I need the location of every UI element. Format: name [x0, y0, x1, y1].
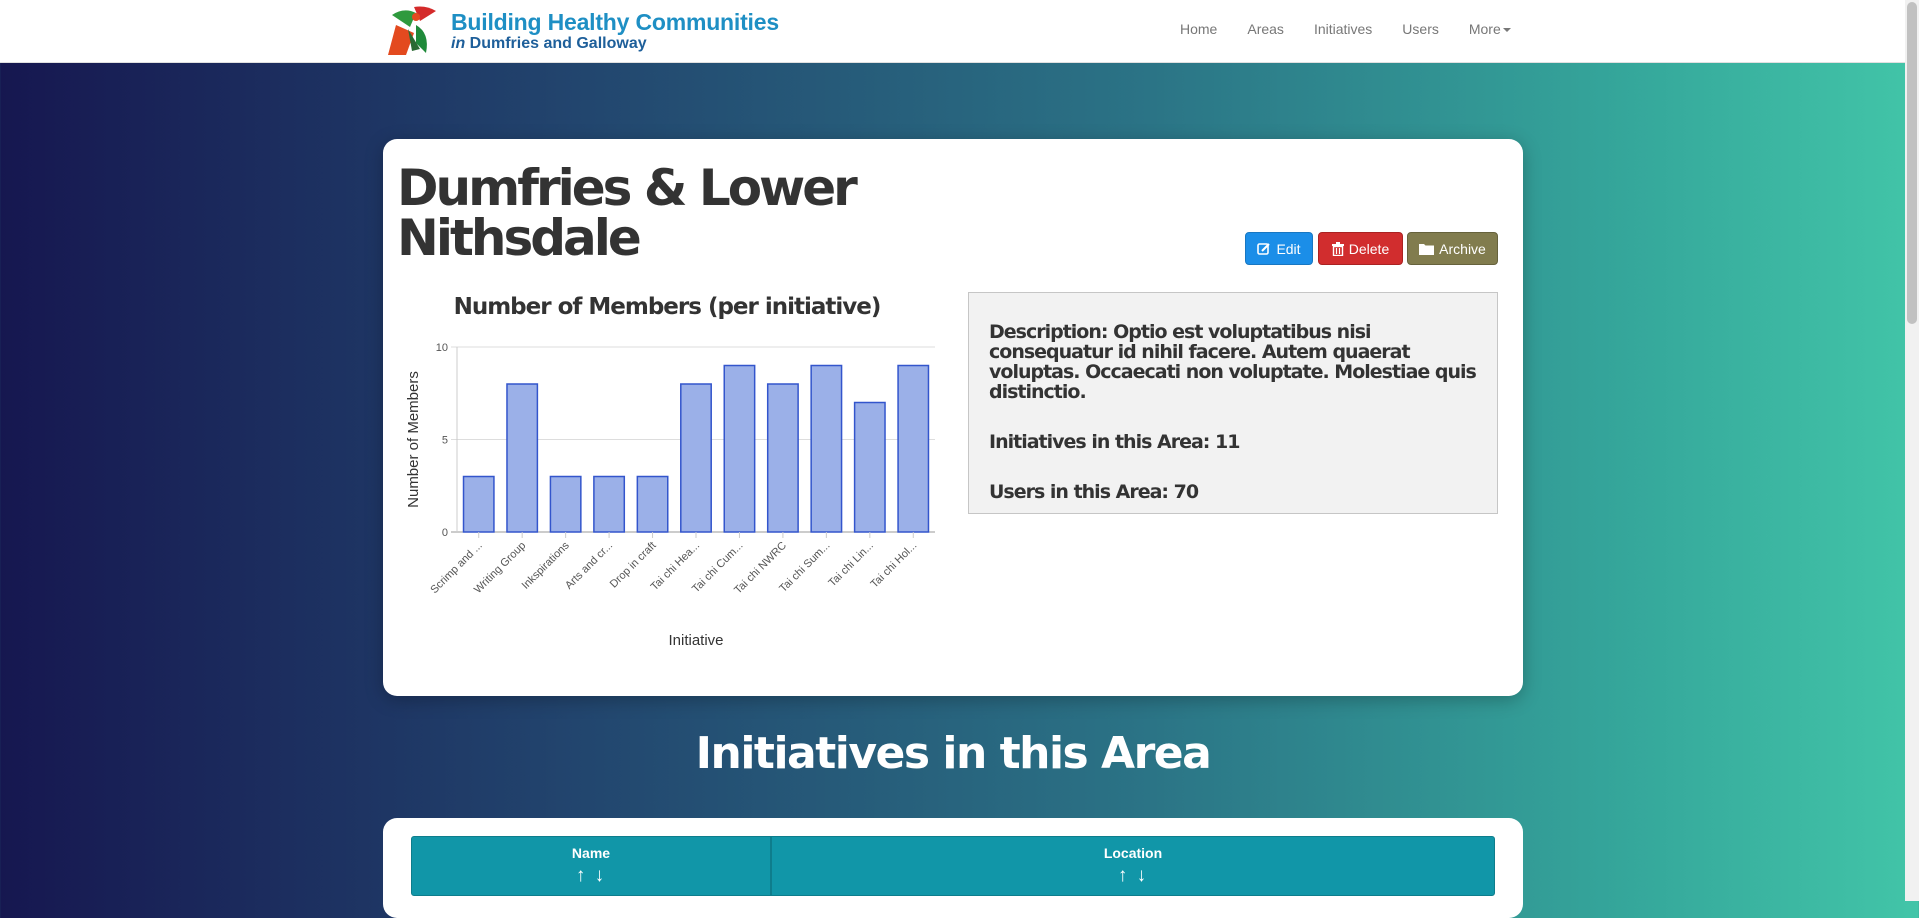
sort-ascending-icon[interactable]: ↑ — [575, 865, 588, 886]
column-header-location-label: Location — [1103, 845, 1163, 861]
archive-button-label: Archive — [1439, 240, 1486, 257]
users-count: Users in this Area: 70 — [989, 482, 1477, 502]
logo-icon[interactable] — [386, 3, 440, 59]
archive-button[interactable]: Archive — [1407, 232, 1498, 265]
nav-users[interactable]: Users — [1402, 21, 1439, 37]
brand-subtitle-prefix: in — [451, 35, 466, 52]
chart-bar — [810, 364, 843, 533]
edit-icon — [1257, 242, 1271, 255]
caret-down-icon — [1502, 28, 1511, 33]
x-tick-label: Tai chi Hol... — [869, 540, 920, 591]
navbar: Building Healthy Communities in Dumfries… — [0, 0, 1905, 63]
nav-initiatives[interactable]: Initiatives — [1313, 21, 1373, 37]
y-tick-label: 0 — [442, 527, 448, 539]
column-header-location[interactable]: Location ↑ ↓ — [771, 836, 1495, 896]
chart-bar — [636, 475, 669, 533]
area-description: Description: Optio est voluptatibus nisi… — [989, 322, 1477, 402]
initiatives-count-label: Initiatives in this Area: — [989, 431, 1210, 453]
initiatives-section-heading: Initiatives in this Area — [695, 728, 1212, 779]
chart-title: Number of Members (per initiative) — [454, 294, 881, 320]
nav-more-label: More — [1468, 21, 1501, 37]
y-axis-label: Number of Members — [405, 371, 422, 508]
x-axis-label: Initiative — [668, 632, 723, 649]
chart-bar — [766, 383, 799, 533]
edit-button-label: Edit — [1276, 240, 1301, 257]
chart-bar — [462, 475, 495, 533]
sort-ascending-icon[interactable]: ↑ — [1117, 865, 1130, 886]
column-header-name[interactable]: Name ↑ ↓ — [411, 836, 771, 896]
page-title: Dumfries & Lower Nithsdale — [397, 159, 858, 267]
sort-controls-name: ↑ ↓ — [412, 865, 770, 887]
chart-bar — [897, 364, 930, 533]
edit-button[interactable]: Edit — [1245, 232, 1313, 265]
chart-bar — [593, 475, 626, 533]
nav-links: Home Areas Initiatives Users More — [1180, 21, 1541, 37]
description-label: Description: — [989, 321, 1108, 343]
y-tick-label: 5 — [442, 435, 448, 447]
delete-button[interactable]: Delete — [1318, 232, 1403, 265]
brand-subtitle[interactable]: in Dumfries and Galloway — [451, 35, 647, 53]
nav-more-dropdown[interactable]: More — [1469, 21, 1511, 37]
area-detail-card: Dumfries & Lower Nithsdale Edit Delete A… — [383, 139, 1523, 696]
y-tick-label: 10 — [436, 342, 448, 354]
chart-bar — [853, 401, 886, 533]
sort-descending-icon[interactable]: ↓ — [1136, 865, 1149, 886]
sort-controls-location: ↑ ↓ — [772, 865, 1494, 887]
trash-icon — [1331, 241, 1344, 256]
chart-bar — [680, 383, 712, 533]
sort-descending-icon[interactable]: ↓ — [594, 865, 607, 886]
initiatives-table: Name ↑ ↓ Location ↑ ↓ — [383, 818, 1523, 918]
chart-bar — [723, 364, 756, 533]
scrollbar-thumb[interactable] — [1907, 2, 1917, 324]
users-count-label: Users in this Area: — [989, 481, 1169, 503]
chart-bar — [506, 383, 539, 533]
delete-button-label: Delete — [1348, 240, 1390, 257]
nav-areas[interactable]: Areas — [1247, 21, 1284, 37]
members-bar-chart: Number of Members (per initiative)0510Sc… — [405, 294, 935, 649]
chart-bar — [549, 475, 582, 533]
brand-title[interactable]: Building Healthy Communities — [451, 9, 779, 35]
description-text: Optio est voluptatibus nisi consequatur … — [989, 321, 1477, 403]
area-info-panel: Description: Optio est voluptatibus nisi… — [968, 292, 1498, 514]
nav-home[interactable]: Home — [1180, 21, 1218, 37]
users-count-value: 70 — [1173, 481, 1199, 503]
column-header-name-label: Name — [571, 845, 611, 861]
folder-icon — [1419, 243, 1435, 255]
page-scrollbar[interactable] — [1905, 0, 1919, 901]
brand-subtitle-region: Dumfries and Galloway — [469, 35, 647, 52]
initiatives-count: Initiatives in this Area: 11 — [989, 432, 1477, 452]
initiatives-count-value: 11 — [1215, 431, 1240, 453]
